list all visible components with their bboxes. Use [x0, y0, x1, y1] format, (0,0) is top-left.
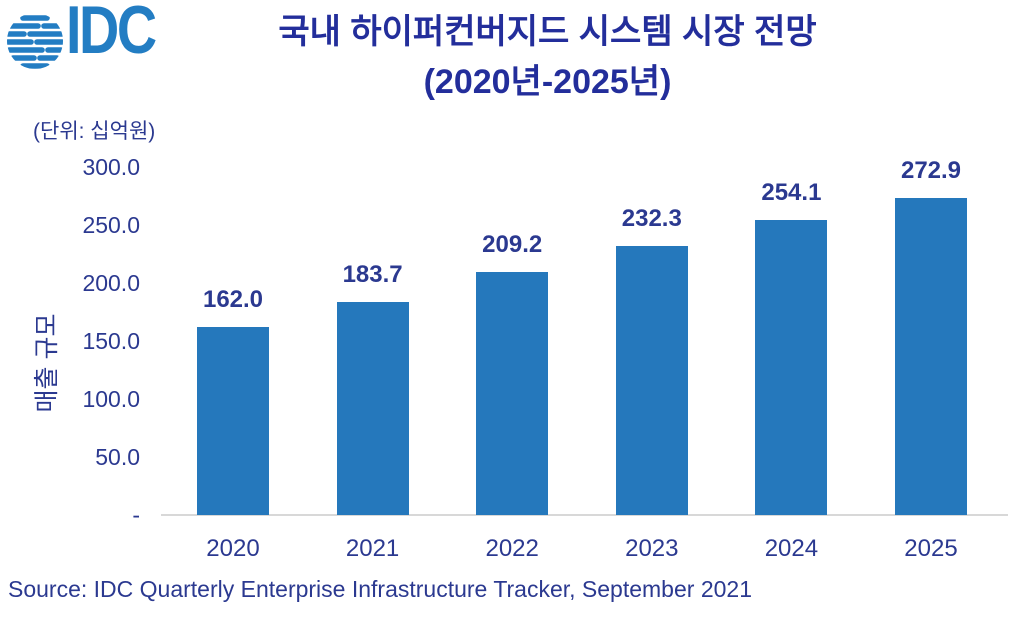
idc-globe-icon — [7, 15, 63, 69]
bar-value-label: 272.9 — [900, 157, 962, 185]
y-tick-label: 250.0 — [82, 212, 140, 238]
y-tick-label: - — [132, 502, 140, 528]
y-tick-label: 100.0 — [82, 386, 140, 412]
y-tick-label: 150.0 — [82, 328, 140, 354]
x-axis-line — [161, 514, 1008, 516]
bar — [755, 220, 828, 515]
y-tick-label: 50.0 — [95, 444, 140, 470]
chart-title-line2: (2020년-2025년) — [423, 63, 672, 101]
bar — [336, 301, 409, 515]
y-tick-label: 300.0 — [82, 154, 140, 180]
x-tick-label: 2025 — [904, 535, 958, 562]
bar — [197, 327, 269, 515]
source-line: Source: IDC Quarterly Enterprise Infrast… — [8, 576, 752, 602]
x-tick-label: 2020 — [206, 535, 260, 562]
bar — [615, 245, 688, 515]
x-tick-label: 2021 — [345, 535, 400, 562]
x-tick-label: 2023 — [625, 535, 679, 562]
unit-label: (단위: 십억원) — [33, 120, 156, 143]
bar-value-label: 183.7 — [342, 260, 403, 288]
y-tick-label: 200.0 — [82, 270, 140, 296]
chart-title: 국내 하이퍼컨버지드 시스템 시장 전망 (2020년-2025년) — [225, 7, 870, 107]
x-tick-label: 2024 — [764, 535, 819, 562]
bar — [895, 198, 967, 515]
chart-title-line1: 국내 하이퍼컨버지드 시스템 시장 전망 — [278, 13, 817, 51]
bar-value-label: 232.3 — [621, 204, 682, 232]
bar-value-label: 209.2 — [482, 231, 543, 259]
bar — [476, 272, 549, 515]
x-tick-label: 2022 — [485, 535, 539, 562]
bar-value-label: 254.1 — [761, 179, 822, 207]
bar-value-label: 162.0 — [202, 286, 264, 314]
idc-logo-text: IDC — [66, 0, 157, 68]
